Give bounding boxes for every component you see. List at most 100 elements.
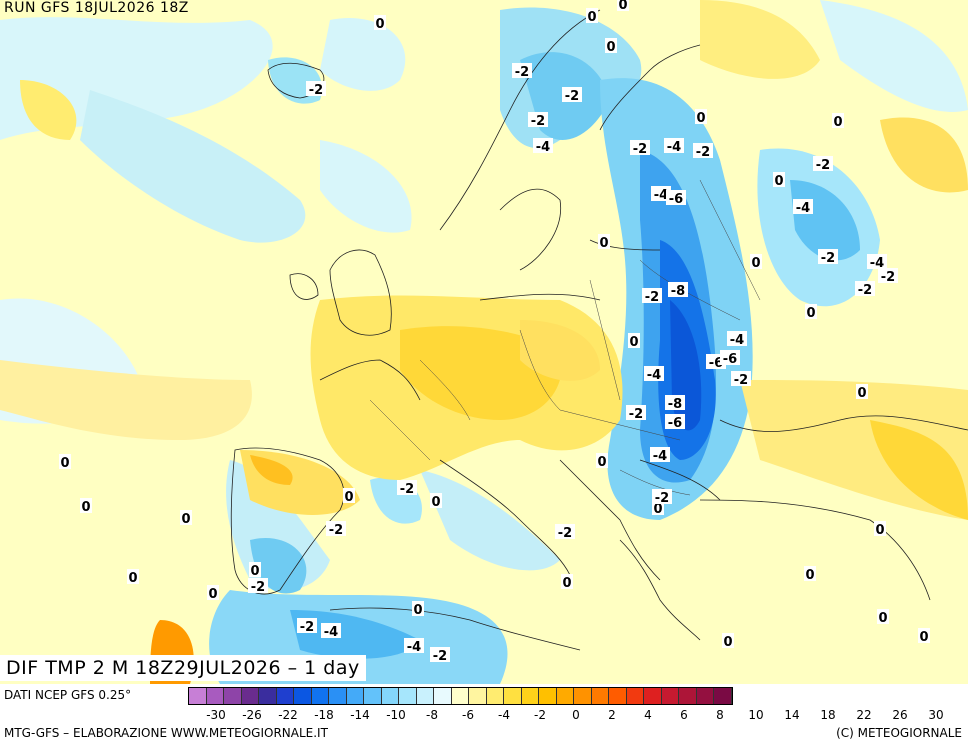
contour-label-box — [804, 566, 816, 581]
contour-label-box — [693, 143, 713, 158]
contour-label: -2 — [821, 251, 835, 266]
contour-label: -4 — [870, 256, 884, 271]
contour-label: -4 — [730, 333, 744, 348]
contour-label: 0 — [774, 174, 783, 189]
contour-label-box — [665, 395, 685, 410]
legend-panel: DATI NCEP GFS 0.25° -30 -26 -22 -18 -14 -10 -8… — [0, 684, 968, 745]
copyright-credit: (C) METEOGIORNALE — [836, 726, 962, 740]
contour-label-box — [343, 488, 355, 503]
contour-label: -2 — [734, 373, 748, 388]
contour-label-box — [695, 109, 707, 124]
contour-label: -8 — [671, 284, 685, 299]
contour-label-box — [878, 268, 898, 283]
contour-label-box — [404, 638, 424, 653]
color-swatch — [416, 688, 434, 704]
contour-label: -4 — [407, 640, 421, 655]
contour-label: 0 — [875, 523, 884, 538]
contour-label: -2 — [629, 407, 643, 422]
contour-label: -4 — [324, 625, 338, 640]
contour-label: 0 — [60, 456, 69, 471]
run-title: RUN GFS 18JUL2026 18Z — [4, 0, 189, 16]
contour-label: -2 — [645, 290, 659, 305]
contour-label-box — [818, 249, 838, 264]
color-scale-tick-label: 18 — [820, 708, 836, 722]
color-scale-tick-label: -4 — [498, 708, 510, 722]
contour-label-box — [918, 628, 930, 643]
contour-label: -2 — [696, 145, 710, 160]
color-swatch — [486, 688, 504, 704]
contour-label: 0 — [833, 115, 842, 130]
contour-label: -2 — [881, 270, 895, 285]
color-swatch — [399, 688, 417, 704]
color-scale-ticks: -30 -26 -22 -18 -14 -10 -8 -6 -4 -2 0 2 4 6 8 10 14 18 22 2… — [188, 708, 968, 724]
color-swatch — [364, 688, 382, 704]
color-scale-tick-label: 6 — [680, 708, 688, 722]
color-swatch — [189, 688, 207, 704]
contour-label-box — [856, 384, 868, 399]
contour-label: -6 — [709, 356, 723, 371]
contour-label-box — [59, 454, 71, 469]
contour-label: -4 — [647, 368, 661, 383]
contour-label-box — [664, 138, 684, 153]
contour-label-box — [528, 112, 548, 127]
contour-label: 0 — [81, 500, 90, 515]
contour-label: -2 — [655, 491, 669, 506]
contour-label-box — [793, 199, 813, 214]
contour-label-box — [430, 493, 442, 508]
color-scale-tick-label: 26 — [892, 708, 908, 722]
contour-label-box — [877, 609, 889, 624]
contour-label-box — [722, 633, 734, 648]
color-scale-tick-label: 0 — [572, 708, 580, 722]
contour-label-box — [628, 333, 640, 348]
contour-label: 0 — [181, 512, 190, 527]
contour-label-box — [326, 521, 346, 536]
contour-label-box — [598, 234, 610, 249]
contour-label: 0 — [805, 568, 814, 583]
contour-label-box — [813, 156, 833, 171]
map-title: DIF TMP 2 M 18Z29JUL2026 – 1 day — [0, 655, 366, 681]
contour-label: -6 — [723, 352, 737, 367]
contour-label-box — [297, 618, 317, 633]
contour-label: 0 — [431, 495, 440, 510]
contour-label: -2 — [558, 526, 572, 541]
color-scale-tick-label: -10 — [386, 708, 406, 722]
contour-label-box — [650, 447, 670, 462]
color-swatch — [626, 688, 644, 704]
temperature-difference-map: 0 00-20-2-2-2-4 -2 -4 -20 0-2-4 -60-4-2 -4-20-2… — [0, 0, 968, 684]
contour-label-box — [374, 15, 386, 30]
contour-label: 0 — [751, 256, 760, 271]
contour-label: 0 — [250, 564, 259, 579]
contour-label-box — [397, 480, 417, 495]
contour-label: 0 — [208, 587, 217, 602]
color-swatch — [521, 688, 539, 704]
contour-label-box — [832, 113, 844, 128]
contour-label: 0 — [562, 576, 571, 591]
contour-label: -2 — [565, 89, 579, 104]
color-swatch — [451, 688, 469, 704]
contour-label: -2 — [400, 482, 414, 497]
color-swatch — [504, 688, 522, 704]
contour-label: -2 — [251, 580, 265, 595]
contour-label-box — [666, 190, 686, 205]
contour-label-box — [605, 38, 617, 53]
contour-label: -4 — [653, 449, 667, 464]
contour-label-box — [512, 63, 532, 78]
color-swatch — [224, 688, 242, 704]
contour-label-box — [665, 414, 685, 429]
color-scale-tick-label: -30 — [206, 708, 226, 722]
color-swatch — [276, 688, 294, 704]
color-swatch — [381, 688, 399, 704]
contour-label-box — [652, 489, 672, 504]
contour-label-box — [248, 578, 268, 593]
contour-label-box — [644, 366, 664, 381]
contour-label-box — [874, 521, 886, 536]
contour-label: -2 — [531, 114, 545, 129]
color-scale-tick-label: 4 — [644, 708, 652, 722]
contour-label: 0 — [599, 236, 608, 251]
color-swatch — [329, 688, 347, 704]
contour-label-box — [773, 172, 785, 187]
color-swatch — [679, 688, 697, 704]
contour-label: 0 — [587, 10, 596, 25]
color-scale-tick-label: -26 — [242, 708, 262, 722]
contour-label-box — [855, 281, 875, 296]
